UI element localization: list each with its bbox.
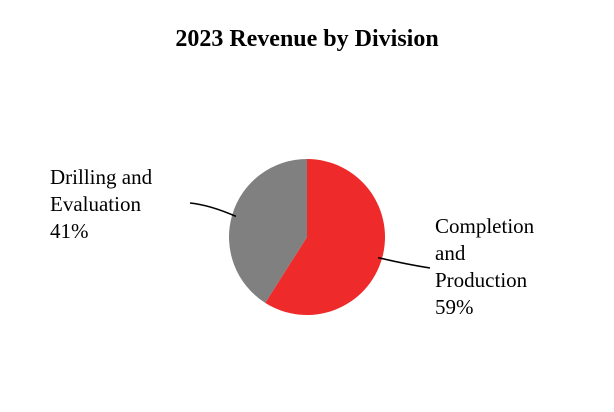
slice-percent-label: 59% — [435, 295, 474, 319]
leader-line-0 — [377, 256, 431, 269]
slice-label-line: Drilling and — [50, 165, 153, 189]
slice-label-line: and — [435, 241, 466, 265]
leader-line-1 — [189, 202, 237, 218]
slice-label-drilling-and-evaluation: Drilling and Evaluation 41% — [50, 164, 152, 245]
slice-label-line: Evaluation — [50, 192, 141, 216]
pie-slice-0 — [265, 159, 386, 315]
slice-label-completion-and-production: Completion and Production 59% — [435, 213, 534, 321]
slice-percent-label: 41% — [50, 219, 89, 243]
slice-label-line: Production — [435, 268, 528, 292]
chart-title: 2023 Revenue by Division — [175, 26, 439, 52]
slice-label-line: Completion — [435, 214, 535, 238]
pie-slice-1 — [229, 159, 307, 303]
